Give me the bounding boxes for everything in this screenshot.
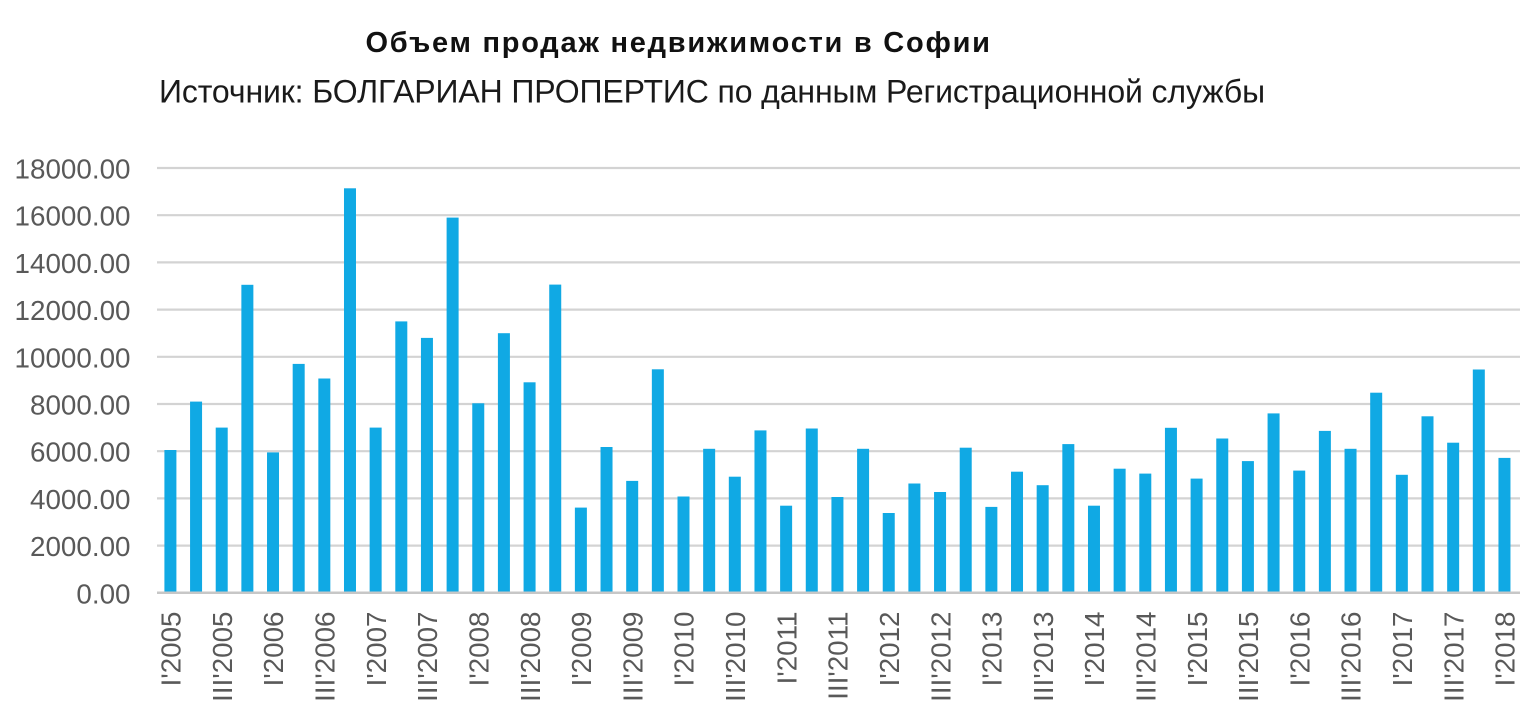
svg-text:6000.00: 6000.00 (30, 437, 130, 468)
svg-text:18000.00: 18000.00 (15, 154, 131, 185)
svg-text:III'2013: III'2013 (1028, 612, 1059, 702)
svg-text:10000.00: 10000.00 (15, 342, 131, 373)
svg-text:I'2018: I'2018 (1490, 612, 1521, 687)
svg-text:I'2009: I'2009 (566, 612, 597, 687)
svg-text:I'2013: I'2013 (977, 612, 1008, 687)
svg-text:I'2016: I'2016 (1284, 612, 1315, 687)
svg-text:I'2015: I'2015 (1182, 612, 1213, 687)
svg-text:14000.00: 14000.00 (15, 248, 131, 279)
svg-text:I'2007: I'2007 (361, 612, 392, 687)
svg-text:8000.00: 8000.00 (30, 390, 130, 421)
svg-text:III'2011: III'2011 (823, 612, 854, 700)
svg-text:Объем продаж недвижимости в Со: Объем продаж недвижимости в Софии (366, 27, 992, 59)
svg-text:4000.00: 4000.00 (30, 484, 130, 515)
svg-text:III'2006: III'2006 (310, 612, 341, 702)
svg-text:I'2012: I'2012 (874, 612, 905, 687)
svg-text:0.00: 0.00 (76, 578, 130, 609)
svg-text:III'2014: III'2014 (1131, 612, 1162, 702)
svg-text:I'2014: I'2014 (1079, 612, 1110, 687)
svg-text:16000.00: 16000.00 (15, 201, 131, 232)
svg-text:III'2009: III'2009 (617, 612, 648, 702)
svg-text:I'2010: I'2010 (669, 612, 700, 687)
svg-text:III'2017: III'2017 (1438, 612, 1469, 702)
svg-text:2000.00: 2000.00 (30, 531, 130, 562)
svg-text:III'2005: III'2005 (207, 612, 238, 702)
svg-text:III'2016: III'2016 (1336, 612, 1367, 702)
svg-text:12000.00: 12000.00 (15, 295, 131, 326)
svg-text:I'2008: I'2008 (464, 612, 495, 687)
svg-text:III'2012: III'2012 (925, 612, 956, 702)
svg-text:I'2011: I'2011 (771, 612, 802, 685)
svg-text:I'2017: I'2017 (1387, 612, 1418, 687)
svg-text:I'2006: I'2006 (258, 612, 289, 687)
svg-text:III'2015: III'2015 (1233, 612, 1264, 702)
svg-text:III'2007: III'2007 (412, 612, 443, 702)
svg-text:Источник: БОЛГАРИАН ПРОПЕРТИС: Источник: БОЛГАРИАН ПРОПЕРТИС по данным … (159, 74, 1265, 110)
svg-text:III'2010: III'2010 (720, 612, 751, 702)
svg-text:III'2008: III'2008 (515, 612, 546, 702)
svg-text:I'2005: I'2005 (156, 612, 187, 687)
